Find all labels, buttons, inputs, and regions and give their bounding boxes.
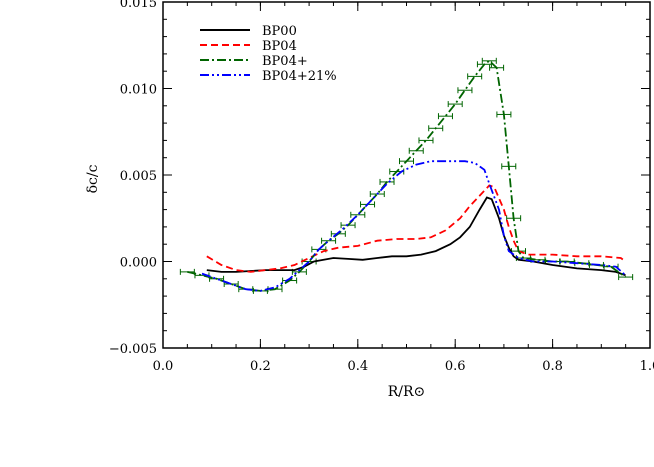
x-tick-label: 0.8 <box>542 359 563 374</box>
y-axis-label: δc/c <box>85 164 101 193</box>
y-tick-label: −0.005 <box>109 342 157 357</box>
plot-frame <box>162 1 651 349</box>
legend-label: BP04+ <box>262 54 308 69</box>
ticks-layer <box>162 1 651 349</box>
series-line-bp00 <box>206 196 626 277</box>
x-tick-label: 0.2 <box>250 359 271 374</box>
legend-label: BP04+21% <box>262 69 337 84</box>
error-bars-layer <box>179 57 634 294</box>
series-line-bp04 <box>206 184 627 273</box>
tick-labels-layer: 0.0 0.2 0.4 0.6 0.8 1.0 −0.005 0.000 0.005 0.010 0… <box>109 0 654 374</box>
x-tick-label: 0.4 <box>347 359 368 374</box>
y-tick-label: 0.000 <box>120 256 157 271</box>
x-tick-label: 0.0 <box>153 359 174 374</box>
legend-label: BP00 <box>262 24 297 39</box>
legend-label: BP04 <box>262 39 297 54</box>
series-line-bp04-21- <box>201 160 627 292</box>
x-tick-label: 0.6 <box>445 359 466 374</box>
series-line-bp04- <box>187 59 627 292</box>
x-axis-label: R/R⊙ <box>388 384 426 400</box>
x-tick-label: 1.0 <box>640 359 654 374</box>
y-tick-label: 0.015 <box>120 0 157 11</box>
series-layer <box>187 59 627 292</box>
y-tick-label: 0.010 <box>120 83 157 98</box>
y-tick-label: 0.005 <box>120 169 157 184</box>
